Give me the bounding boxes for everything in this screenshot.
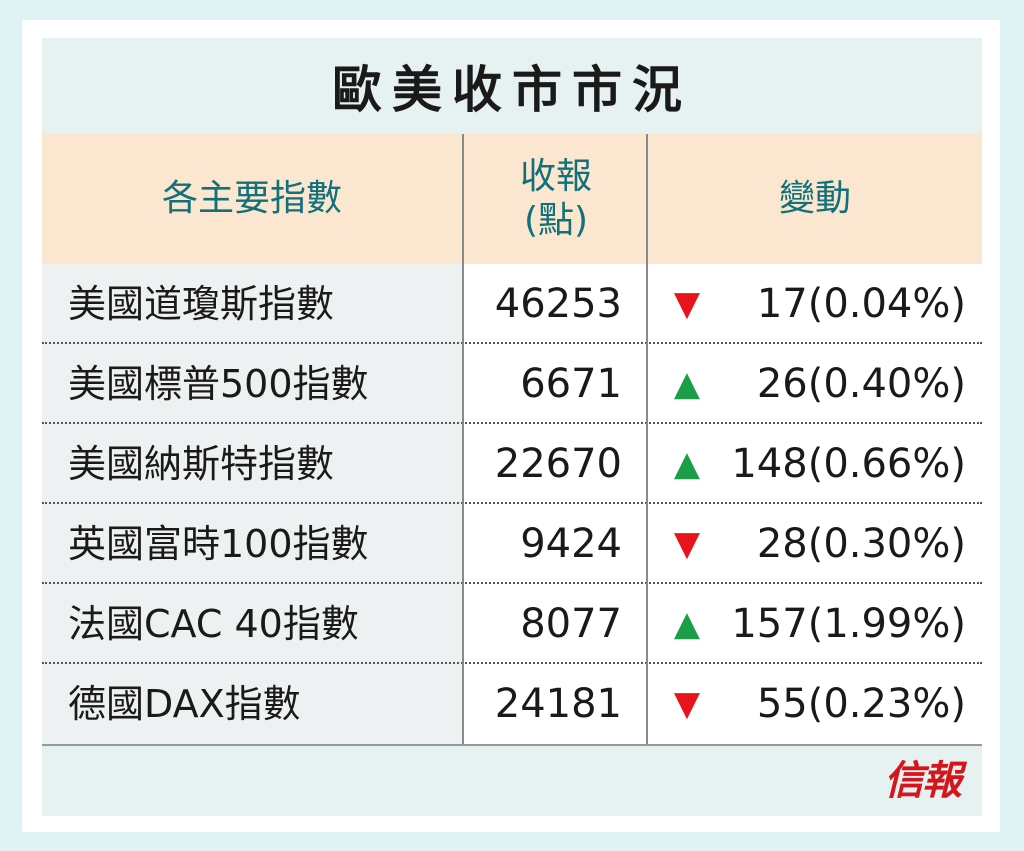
close-value: 9424 — [520, 521, 622, 567]
header-index: 各主要指數 — [161, 178, 342, 219]
index-name: 美國標普500指數 — [68, 362, 369, 406]
change-arrow-icon: ▼ — [673, 524, 701, 564]
table-row: 美國道瓊斯指數 46253 ▼ 17(0.04%) — [42, 264, 982, 344]
change-value: 157(1.99%) — [731, 601, 966, 647]
change-arrow-icon: ▲ — [673, 604, 701, 644]
header-close-line2: (點) — [523, 200, 589, 241]
change-value: 17(0.04%) — [756, 281, 966, 327]
table-body: 美國道瓊斯指數 46253 ▼ 17(0.04%) 美國標普500指數 6671… — [42, 264, 982, 744]
change-value: 148(0.66%) — [731, 441, 966, 487]
change-value: 28(0.30%) — [756, 521, 966, 567]
close-value: 24181 — [494, 681, 622, 727]
table-header: 各主要指數 收報 (點) 變動 — [42, 134, 982, 264]
table-row: 德國DAX指數 24181 ▼ 55(0.23%) — [42, 664, 982, 744]
column-divider — [462, 134, 464, 264]
column-divider — [462, 264, 464, 744]
index-name: 英國富時100指數 — [68, 522, 369, 566]
close-value: 22670 — [494, 441, 622, 487]
index-name: 法國CAC 40指數 — [68, 602, 359, 646]
change-arrow-icon: ▼ — [673, 684, 701, 724]
table-bottom-border — [42, 744, 982, 746]
change-value: 26(0.40%) — [756, 361, 966, 407]
table-row: 美國標普500指數 6671 ▲ 26(0.40%) — [42, 344, 982, 424]
table-row: 美國納斯特指數 22670 ▲ 148(0.66%) — [42, 424, 982, 504]
change-arrow-icon: ▲ — [673, 364, 701, 404]
index-name: 美國納斯特指數 — [68, 442, 335, 486]
change-value: 55(0.23%) — [756, 681, 966, 727]
header-close: 收報 (點) — [464, 134, 648, 264]
close-value: 6671 — [520, 361, 622, 407]
publisher-logo: 信報 — [884, 757, 962, 804]
header-close-line1: 收報 — [519, 156, 592, 197]
index-name: 德國DAX指數 — [68, 682, 301, 726]
index-name: 美國道瓊斯指數 — [68, 282, 335, 326]
close-value: 46253 — [494, 281, 622, 327]
column-divider — [646, 264, 648, 744]
change-arrow-icon: ▲ — [673, 444, 701, 484]
page-title: 歐美收市市況 — [332, 61, 692, 119]
change-arrow-icon: ▼ — [673, 284, 701, 324]
header-change: 變動 — [778, 178, 851, 219]
close-value: 8077 — [520, 601, 622, 647]
table-row: 英國富時100指數 9424 ▼ 28(0.30%) — [42, 504, 982, 584]
table-row: 法國CAC 40指數 8077 ▲ 157(1.99%) — [42, 584, 982, 664]
